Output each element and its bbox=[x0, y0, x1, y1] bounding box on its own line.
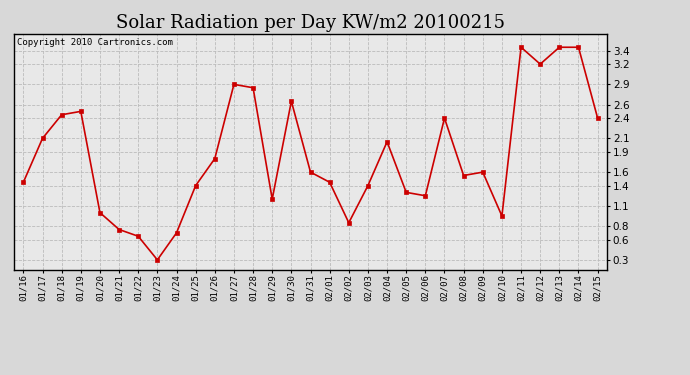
Text: Copyright 2010 Cartronics.com: Copyright 2010 Cartronics.com bbox=[17, 39, 172, 48]
Title: Solar Radiation per Day KW/m2 20100215: Solar Radiation per Day KW/m2 20100215 bbox=[116, 14, 505, 32]
